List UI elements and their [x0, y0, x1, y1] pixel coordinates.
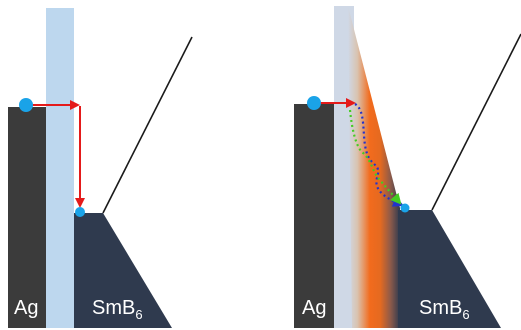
green-dotted-path — [348, 109, 402, 205]
blue-dotted-path — [354, 103, 405, 207]
band-edge-line — [431, 33, 521, 211]
smb6-block — [398, 210, 501, 328]
interface-state-dot — [75, 207, 85, 217]
interface-state-dot — [400, 203, 410, 213]
right-panel: Ag SmB6 — [294, 6, 521, 328]
smb6-label: SmB6 — [92, 297, 143, 322]
band-edge-line — [102, 36, 193, 214]
ag-metal-block — [8, 107, 50, 328]
fermi-level-dot — [307, 96, 321, 110]
smb6-block — [74, 213, 172, 328]
smb6-label: SmB6 — [419, 297, 470, 322]
ag-label: Ag — [302, 297, 326, 319]
left-panel: Ag SmB6 — [8, 8, 193, 328]
ag-label: Ag — [14, 297, 38, 319]
ag-metal-block — [294, 104, 336, 328]
fermi-level-dot — [19, 98, 33, 112]
graded-interface-region — [348, 6, 400, 328]
barrier-strip — [46, 8, 74, 328]
